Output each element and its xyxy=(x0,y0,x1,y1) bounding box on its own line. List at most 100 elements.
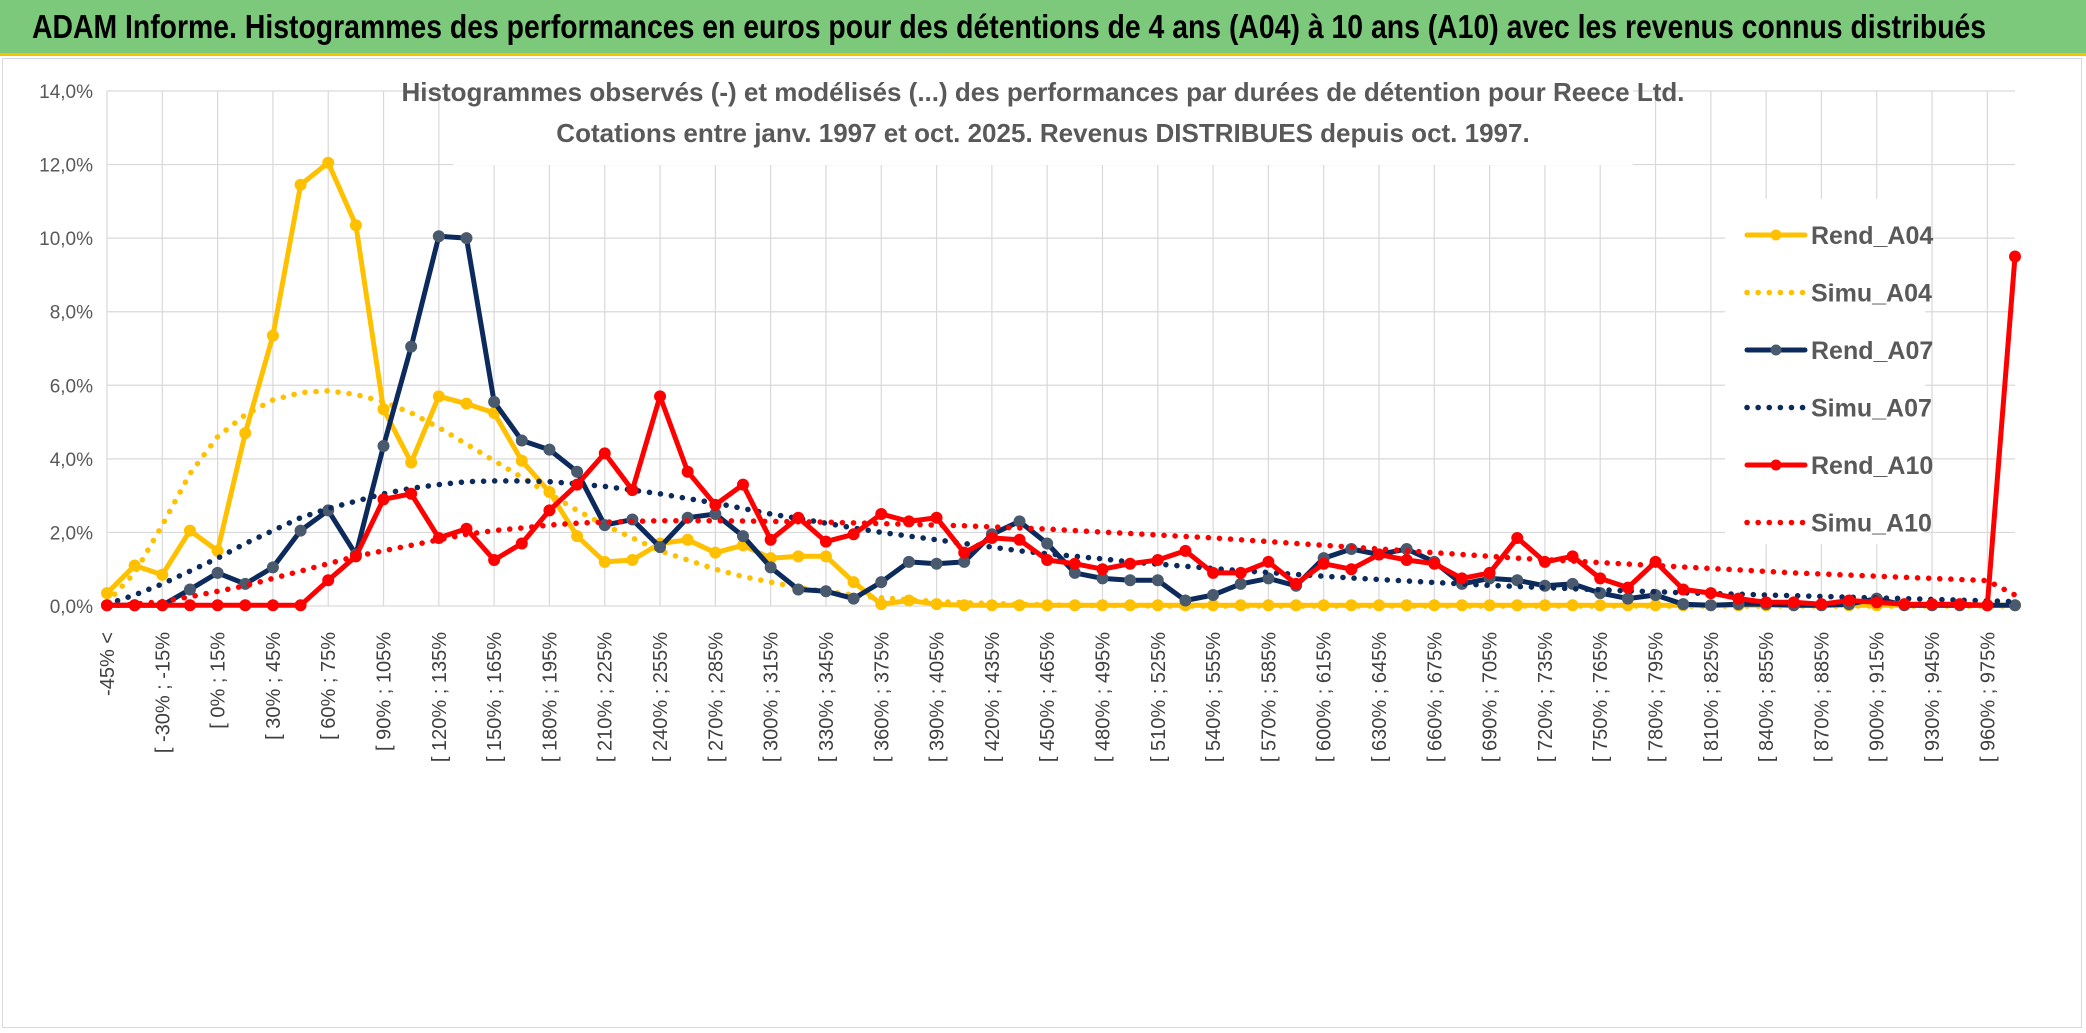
x-tick-label: [ 390% ; 405% xyxy=(927,632,949,762)
data-point xyxy=(709,498,722,511)
legend-item: Simu_A10 xyxy=(1744,510,1932,538)
data-point xyxy=(1124,557,1137,570)
data-point xyxy=(1843,594,1856,607)
data-point xyxy=(985,531,998,544)
x-tick-label: [ 60% ; 75% xyxy=(318,632,340,740)
data-point xyxy=(1428,557,1441,570)
chart-subtitle: Cotations entre janv. 1997 et oct. 2025.… xyxy=(556,118,1529,148)
data-point xyxy=(1096,563,1109,576)
y-tick-label: 14,0% xyxy=(39,82,93,103)
data-point xyxy=(1207,566,1220,579)
data-point xyxy=(875,576,888,589)
data-point xyxy=(211,599,224,612)
x-tick-label: [ 540% ; 555% xyxy=(1203,632,1225,762)
y-tick-label: 10,0% xyxy=(39,229,93,250)
data-point xyxy=(515,537,528,550)
data-point xyxy=(183,599,196,612)
data-point xyxy=(598,555,611,568)
y-tick-label: 8,0% xyxy=(50,303,93,324)
data-point xyxy=(958,546,971,559)
data-point xyxy=(1898,598,1911,611)
legend-label: Simu_A04 xyxy=(1811,280,1932,308)
data-point xyxy=(1732,592,1745,605)
x-tick-label: [ 840% ; 855% xyxy=(1756,632,1778,762)
data-point xyxy=(1317,557,1330,570)
data-point xyxy=(1179,594,1192,607)
x-tick-label: [ 450% ; 465% xyxy=(1037,632,1059,762)
series-rend-a10 xyxy=(101,250,2021,612)
data-point xyxy=(1013,533,1026,546)
legend-item: Rend_A07 xyxy=(1744,337,1933,365)
data-point xyxy=(1068,557,1081,570)
data-point xyxy=(460,232,473,245)
x-tick-label: [ 810% ; 825% xyxy=(1701,632,1723,762)
data-point xyxy=(902,555,915,568)
x-tick-label: [ 330% ; 345% xyxy=(816,632,838,762)
data-point xyxy=(1815,598,1828,611)
data-point xyxy=(737,478,749,491)
data-point xyxy=(1262,572,1275,585)
legend: Rend_A04 Simu_A04 Rend_A07 Simu_A07 Rend_A10… xyxy=(1725,199,1933,544)
data-point xyxy=(2009,250,2021,263)
legend-label: Rend_A07 xyxy=(1811,337,1933,365)
data-point xyxy=(681,533,694,546)
data-point xyxy=(737,530,749,543)
x-tick-label: [ 600% ; 615% xyxy=(1314,632,1336,762)
data-point xyxy=(764,533,777,546)
legend-marker xyxy=(1770,229,1782,241)
data-point xyxy=(1124,574,1137,587)
x-tick-label: [ 120% ; 135% xyxy=(429,632,451,762)
data-point xyxy=(1041,537,1054,550)
data-point xyxy=(709,546,722,559)
data-point xyxy=(1953,598,1966,611)
data-point xyxy=(211,544,224,557)
y-axis-ticks: 0,0% 2,0% 4,0% 6,0% 8,0% 10,0% 12,0% 14,0% xyxy=(39,82,93,618)
data-point xyxy=(819,535,832,548)
legend-item: Rend_A04 xyxy=(1744,222,1933,250)
y-tick-label: 4,0% xyxy=(50,450,93,471)
data-point xyxy=(488,395,501,408)
data-point xyxy=(322,156,335,169)
data-point xyxy=(1926,598,1939,611)
data-point xyxy=(515,434,528,447)
data-point xyxy=(571,478,584,491)
chart-title-block: Histogrammes observés (-) et modélisés (… xyxy=(401,61,1685,165)
series-layer xyxy=(101,156,2021,612)
x-tick-label: [ 510% ; 525% xyxy=(1148,632,1170,762)
data-point xyxy=(1207,588,1220,601)
x-tick-label: [ 180% ; 195% xyxy=(539,632,561,762)
data-point xyxy=(1013,515,1026,528)
data-point xyxy=(460,397,473,410)
x-tick-label: [ 360% ; 375% xyxy=(871,632,893,762)
data-point xyxy=(1870,596,1883,609)
data-point xyxy=(681,465,694,478)
x-tick-label: [ 960% ; 975% xyxy=(1977,632,1999,762)
data-point xyxy=(1290,577,1303,590)
data-point xyxy=(1345,563,1358,576)
legend-label: Simu_A10 xyxy=(1811,510,1932,538)
x-tick-label: -45% < xyxy=(97,632,119,696)
data-point xyxy=(432,390,445,403)
x-tick-label: [ 780% ; 795% xyxy=(1646,632,1668,762)
data-point xyxy=(1179,544,1192,557)
data-point xyxy=(432,230,445,243)
x-tick-label: [ 240% ; 255% xyxy=(650,632,672,762)
data-point xyxy=(377,403,390,416)
data-point xyxy=(239,427,252,440)
data-point xyxy=(2009,599,2021,612)
data-point xyxy=(1041,554,1054,567)
line-chart: 0,0% 2,0% 4,0% 6,0% 8,0% 10,0% 12,0% 14,0% -45%… xyxy=(39,61,2021,762)
data-point xyxy=(875,508,888,521)
x-tick-label: [ 90% ; 105% xyxy=(374,632,396,751)
legend-item: Simu_A07 xyxy=(1744,395,1932,423)
data-point xyxy=(377,493,390,506)
y-tick-label: 0,0% xyxy=(50,597,93,618)
legend-label: Simu_A07 xyxy=(1811,395,1932,423)
series-line xyxy=(104,233,2018,608)
y-tick-label: 2,0% xyxy=(50,523,93,544)
x-tick-label: [ 900% ; 915% xyxy=(1867,632,1889,762)
data-point xyxy=(1594,572,1607,585)
series-line xyxy=(104,254,2018,608)
x-tick-label: [ 870% ; 885% xyxy=(1811,632,1833,762)
banner-title: ADAM Informe. Histogrammes des performan… xyxy=(32,8,1987,45)
